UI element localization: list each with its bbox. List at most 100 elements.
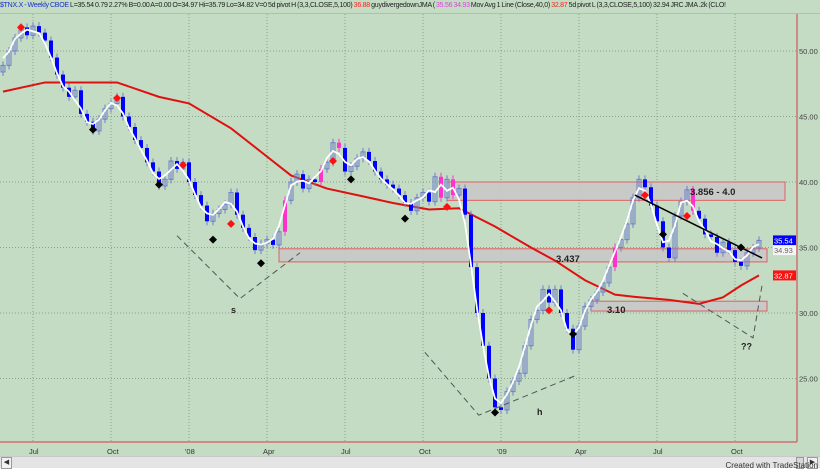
candle-down bbox=[493, 378, 497, 408]
pivot-high-marker bbox=[545, 306, 553, 315]
pivot-high-marker bbox=[443, 202, 451, 211]
candle-up bbox=[630, 197, 636, 225]
candle-up bbox=[504, 391, 510, 411]
candle-down bbox=[385, 179, 389, 185]
pivot-low-marker bbox=[257, 259, 265, 268]
candle-down bbox=[409, 202, 413, 211]
scroll-left-button[interactable]: ◀ bbox=[1, 457, 12, 469]
candle-down bbox=[25, 27, 29, 36]
candle-down bbox=[151, 162, 155, 172]
candle-down bbox=[235, 192, 239, 215]
y-tick-label: 25.00 bbox=[799, 375, 818, 384]
price-badge-value: 32.87 bbox=[774, 271, 793, 280]
candle-down bbox=[121, 96, 125, 117]
x-tick-label: Jul bbox=[29, 447, 39, 456]
candle-down bbox=[475, 267, 479, 313]
indicator-jrc-jma: JRC JMA .2k (CLO! bbox=[670, 2, 726, 9]
candle-down bbox=[313, 179, 317, 182]
support-resistance-zone bbox=[278, 248, 768, 263]
scroll-right-button[interactable]: ▶ bbox=[807, 457, 818, 469]
footer-credit: Created with TradeStation bbox=[725, 461, 819, 470]
candle-up bbox=[456, 188, 462, 196]
candle-highlighted bbox=[613, 247, 617, 268]
indicator-jma-values: 35.56 34.93 bbox=[435, 2, 470, 9]
chart-status-bar: $TNX.X - Weekly CBOE L=35.54 0.79 2.27% … bbox=[0, 0, 820, 14]
candle-highlighted bbox=[691, 189, 695, 211]
candle-down bbox=[655, 205, 659, 222]
candle-down bbox=[343, 147, 347, 172]
indicator-pivot-low-value: 32.94 bbox=[652, 2, 670, 9]
pivot-high-marker bbox=[179, 160, 187, 169]
x-tick-label: Jul bbox=[653, 447, 663, 456]
candle-up bbox=[516, 372, 522, 382]
candle-up bbox=[540, 288, 546, 311]
pivot-high-marker bbox=[641, 191, 649, 200]
candle-down bbox=[733, 250, 737, 262]
candle-down bbox=[397, 188, 401, 196]
candle-down bbox=[247, 227, 251, 238]
horizontal-scrollbar[interactable]: ◀ ▶ bbox=[0, 456, 820, 469]
zone-label: 3.437 bbox=[556, 254, 580, 265]
price-chart[interactable]: 25.00 30.00 35.00 40.00 45.00 50.00 Jul Oct '08 A… bbox=[0, 14, 820, 456]
candle-up bbox=[672, 215, 678, 259]
pivot-low-marker bbox=[347, 175, 355, 184]
pivot-low-marker bbox=[209, 235, 217, 244]
candle-down bbox=[85, 113, 89, 122]
candle-highlighted bbox=[439, 176, 443, 198]
price-badge-value: 35.54 bbox=[774, 236, 793, 245]
candle-down bbox=[547, 289, 551, 303]
indicator-moving-average-value: 32.87 bbox=[551, 2, 568, 9]
candle-up bbox=[414, 197, 420, 212]
y-tick-label: 35.00 bbox=[799, 244, 818, 253]
candle-down bbox=[367, 151, 371, 162]
candle-down bbox=[703, 218, 707, 235]
y-tick-label: 50.00 bbox=[799, 47, 818, 56]
jma-smoothed-line bbox=[2, 28, 760, 405]
candle-down bbox=[241, 214, 245, 228]
pivot-high-marker bbox=[113, 94, 121, 103]
x-tick-label: Oct bbox=[419, 447, 432, 456]
candle-down bbox=[403, 195, 407, 203]
candle-up bbox=[744, 252, 750, 267]
candle-down bbox=[271, 239, 275, 245]
candle-down bbox=[61, 74, 65, 88]
candle-up bbox=[162, 178, 168, 187]
scroll-thumb[interactable] bbox=[796, 457, 804, 469]
pivot-low-marker bbox=[401, 214, 409, 223]
candle-down bbox=[127, 116, 131, 127]
price-badge bbox=[773, 245, 796, 256]
candle-down bbox=[55, 57, 59, 75]
candle-down bbox=[373, 161, 377, 172]
zone-label: 3.856 - 4.0 bbox=[690, 187, 735, 198]
price-badge bbox=[773, 235, 796, 246]
quote-readout: L=35.54 0.79 2.27% B=0.00 A=0.00 O=34.97… bbox=[70, 2, 267, 9]
candle-down bbox=[559, 289, 563, 313]
y-tick-label: 40.00 bbox=[799, 178, 818, 187]
indicator-pivot-high-value: 36.88 bbox=[353, 2, 371, 9]
candle-down bbox=[565, 313, 569, 329]
candle-up bbox=[222, 203, 228, 211]
candle-down bbox=[43, 32, 47, 41]
x-tick-label: '09 bbox=[497, 447, 507, 456]
indicator-moving-average: Mov Avg 1 Line (Close,40,0) bbox=[470, 2, 550, 9]
candle-down bbox=[649, 187, 653, 206]
pattern-dashed-line bbox=[682, 285, 763, 339]
pivot-high-marker bbox=[683, 212, 691, 221]
candle-down bbox=[709, 234, 713, 238]
candle-down bbox=[193, 182, 197, 196]
pivot-low-marker bbox=[569, 329, 577, 338]
candle-down bbox=[643, 179, 647, 188]
candle-down bbox=[463, 188, 467, 215]
candle-down bbox=[697, 210, 701, 219]
candle-up bbox=[306, 178, 312, 190]
candle-down bbox=[481, 313, 485, 346]
y-tick-label: 30.00 bbox=[799, 309, 818, 318]
candle-highlighted bbox=[283, 200, 287, 232]
candle-down bbox=[499, 407, 503, 410]
pivot-high-marker bbox=[329, 157, 337, 166]
candle-down bbox=[133, 126, 137, 141]
x-tick-label: Apr bbox=[575, 447, 587, 456]
price-badge bbox=[773, 270, 796, 281]
candle-highlighted bbox=[319, 168, 323, 182]
pivot-low-marker bbox=[491, 408, 499, 417]
